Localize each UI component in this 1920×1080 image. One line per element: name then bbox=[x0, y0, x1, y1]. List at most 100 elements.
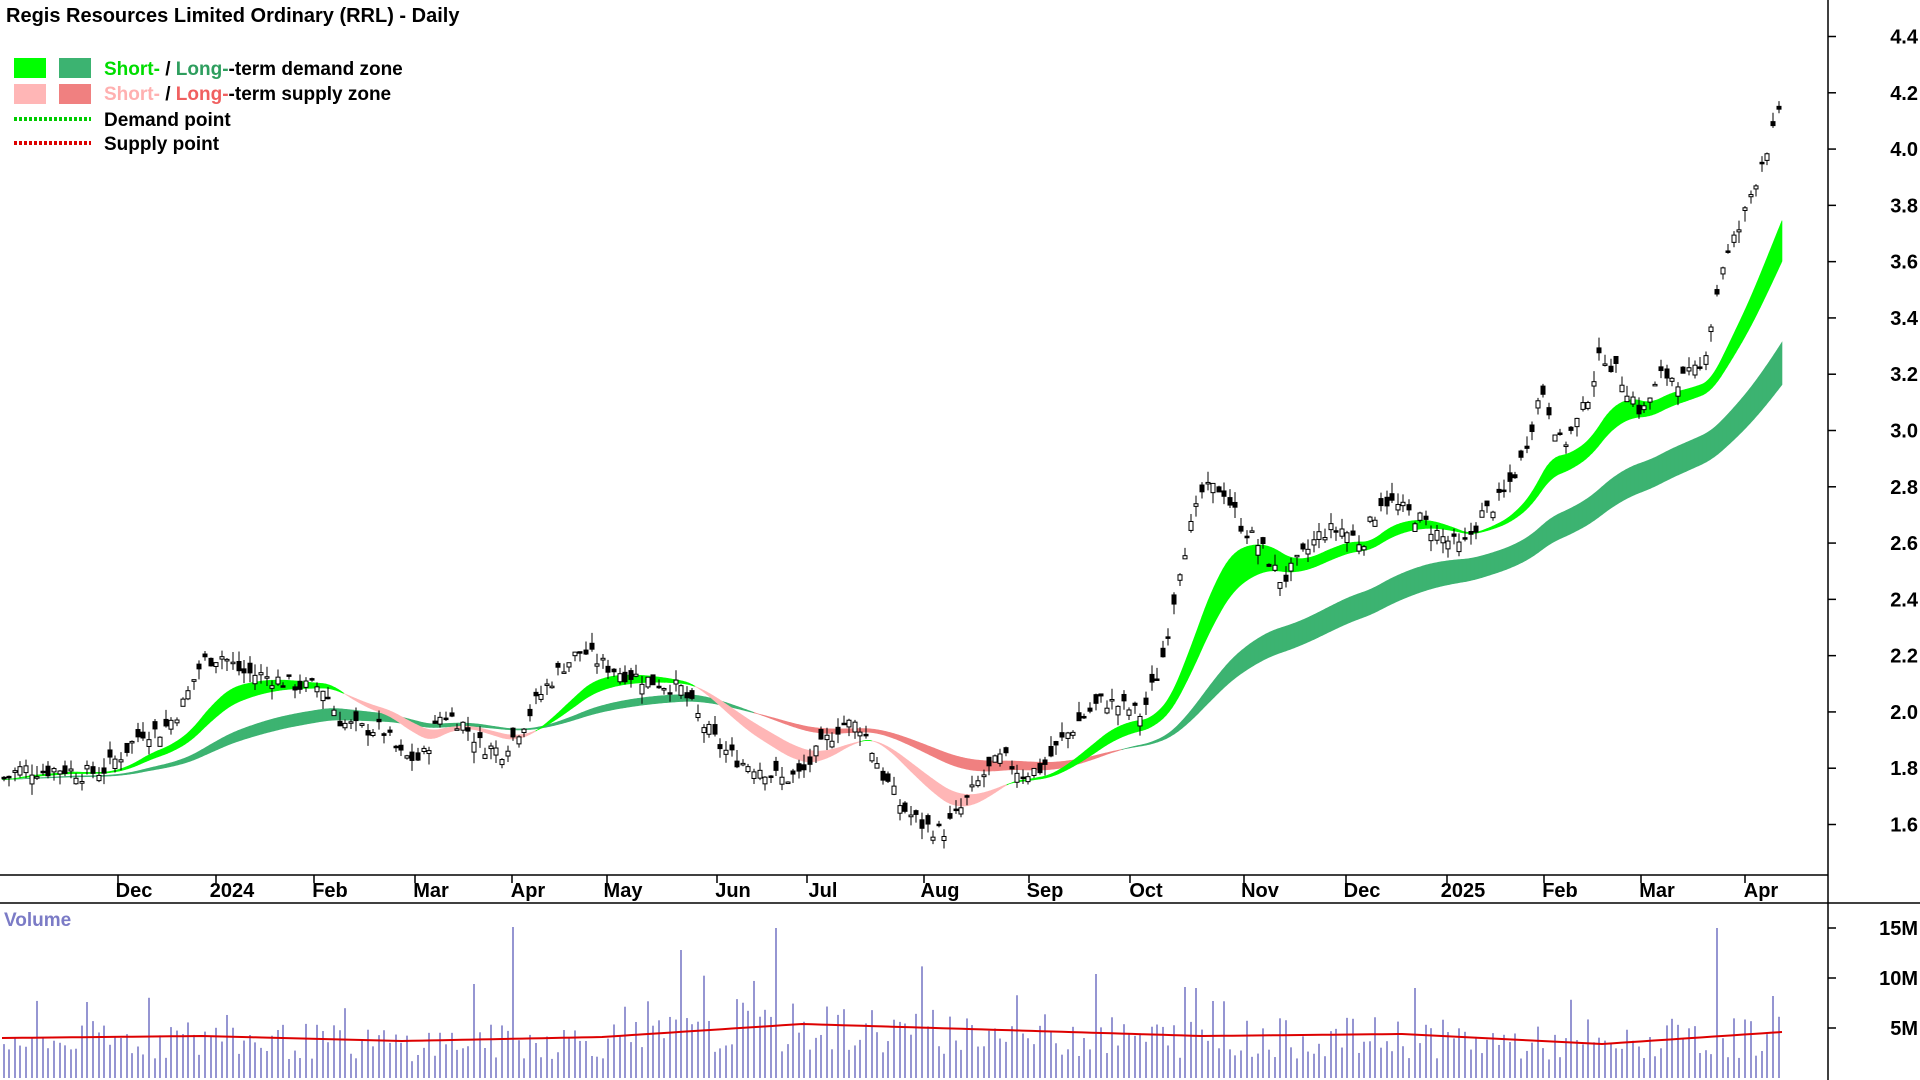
price-tick-label: 2.2 bbox=[1890, 646, 1918, 668]
long-term-zone bbox=[245, 725, 251, 740]
long-term-zone bbox=[313, 709, 319, 724]
long-term-zone bbox=[941, 750, 947, 764]
short-term-zone bbox=[127, 764, 132, 770]
short-term-zone bbox=[703, 690, 708, 696]
long-term-zone bbox=[53, 776, 59, 778]
long-term-zone bbox=[1121, 748, 1127, 750]
short-term-zone bbox=[829, 748, 834, 758]
candle-body bbox=[1552, 434, 1558, 442]
short-term-zone bbox=[1513, 509, 1518, 520]
long-term-zone bbox=[593, 706, 599, 715]
candle-body bbox=[1725, 250, 1731, 253]
short-term-zone bbox=[1330, 547, 1335, 561]
long-term-zone bbox=[1153, 738, 1159, 744]
short-term-zone bbox=[1660, 396, 1665, 412]
candle-body bbox=[790, 770, 796, 775]
time-tick-label: Sep bbox=[1027, 880, 1064, 902]
long-term-zone bbox=[213, 739, 219, 752]
long-term-zone bbox=[265, 719, 271, 734]
candle-body bbox=[1070, 731, 1076, 736]
candle-body bbox=[1356, 544, 1362, 552]
long-term-zone bbox=[741, 707, 747, 712]
candle-body bbox=[527, 708, 533, 717]
short-term-zone bbox=[925, 773, 930, 790]
short-term-zone bbox=[1057, 768, 1062, 775]
short-term-zone bbox=[1420, 519, 1425, 530]
long-term-zone bbox=[749, 710, 755, 714]
short-term-zone bbox=[331, 685, 336, 691]
long-term-zone bbox=[1393, 574, 1399, 604]
long-term-zone bbox=[901, 735, 907, 744]
long-term-zone bbox=[153, 765, 159, 771]
short-term-zone bbox=[1264, 545, 1269, 573]
long-term-zone bbox=[221, 735, 227, 748]
short-term-zone bbox=[37, 774, 42, 777]
short-term-zone bbox=[1249, 544, 1254, 579]
candle-body bbox=[1053, 741, 1059, 746]
short-term-zone bbox=[1375, 535, 1380, 547]
long-term-zone bbox=[1681, 442, 1687, 474]
long-term-zone bbox=[1613, 473, 1619, 507]
candle-body bbox=[381, 733, 387, 736]
short-term-zone bbox=[448, 726, 453, 733]
candle-body bbox=[163, 718, 169, 727]
long-term-zone bbox=[141, 768, 147, 773]
short-term-zone bbox=[1549, 458, 1554, 482]
long-term-zone bbox=[357, 710, 363, 721]
short-term-zone bbox=[1684, 388, 1689, 402]
candle-body bbox=[1384, 496, 1390, 507]
short-term-zone bbox=[433, 729, 438, 739]
short-term-zone bbox=[613, 675, 618, 688]
short-term-zone bbox=[1123, 722, 1128, 737]
long-term-zone bbox=[49, 776, 55, 779]
short-term-zone bbox=[739, 713, 744, 727]
short-term-zone bbox=[421, 726, 426, 739]
candle-body bbox=[880, 770, 886, 781]
short-term-zone bbox=[832, 748, 837, 756]
short-term-zone bbox=[1741, 309, 1746, 344]
short-term-zone bbox=[1171, 686, 1176, 709]
short-term-zone bbox=[199, 715, 204, 733]
long-term-zone bbox=[369, 711, 375, 722]
candle-body bbox=[891, 785, 897, 795]
short-term-zone bbox=[901, 755, 906, 767]
long-term-zone bbox=[673, 694, 679, 703]
time-tick-label: May bbox=[604, 880, 644, 902]
candle-body bbox=[1020, 776, 1026, 780]
candle-body bbox=[1473, 525, 1479, 533]
time-tick-label: Apr bbox=[1744, 880, 1779, 902]
candle-body bbox=[1669, 377, 1675, 382]
short-term-zone bbox=[982, 791, 987, 801]
short-term-zone bbox=[1750, 289, 1755, 326]
time-tick-label: Jun bbox=[715, 880, 751, 902]
long-term-zone bbox=[1149, 740, 1155, 745]
candle-body bbox=[1104, 707, 1110, 714]
long-term-zone bbox=[1253, 637, 1259, 666]
short-term-zone bbox=[1087, 745, 1092, 758]
short-term-zone bbox=[1183, 656, 1188, 687]
long-term-zone bbox=[1169, 728, 1175, 738]
long-term-zone bbox=[633, 698, 639, 707]
candle-body bbox=[969, 784, 975, 788]
long-term-zone bbox=[1621, 469, 1627, 502]
long-term-zone bbox=[65, 775, 71, 778]
candle-body bbox=[73, 777, 79, 785]
candle-body bbox=[1003, 747, 1009, 754]
long-term-zone bbox=[905, 737, 911, 746]
candle-body bbox=[1171, 594, 1177, 605]
long-term-zone bbox=[1325, 605, 1331, 635]
short-term-zone bbox=[907, 759, 912, 773]
short-term-zone bbox=[589, 682, 594, 697]
short-term-zone bbox=[664, 677, 669, 683]
candle-body bbox=[1, 776, 7, 780]
candle-body bbox=[740, 762, 746, 766]
long-term-zone bbox=[249, 724, 255, 738]
short-term-zone bbox=[439, 728, 444, 737]
long-term-zone bbox=[1709, 427, 1715, 461]
candle-body bbox=[723, 749, 729, 755]
short-term-zone bbox=[1222, 562, 1227, 609]
short-term-zone bbox=[1732, 329, 1737, 359]
long-term-zone bbox=[1341, 598, 1347, 627]
candle-body bbox=[1703, 355, 1709, 365]
short-term-zone bbox=[1567, 451, 1572, 471]
